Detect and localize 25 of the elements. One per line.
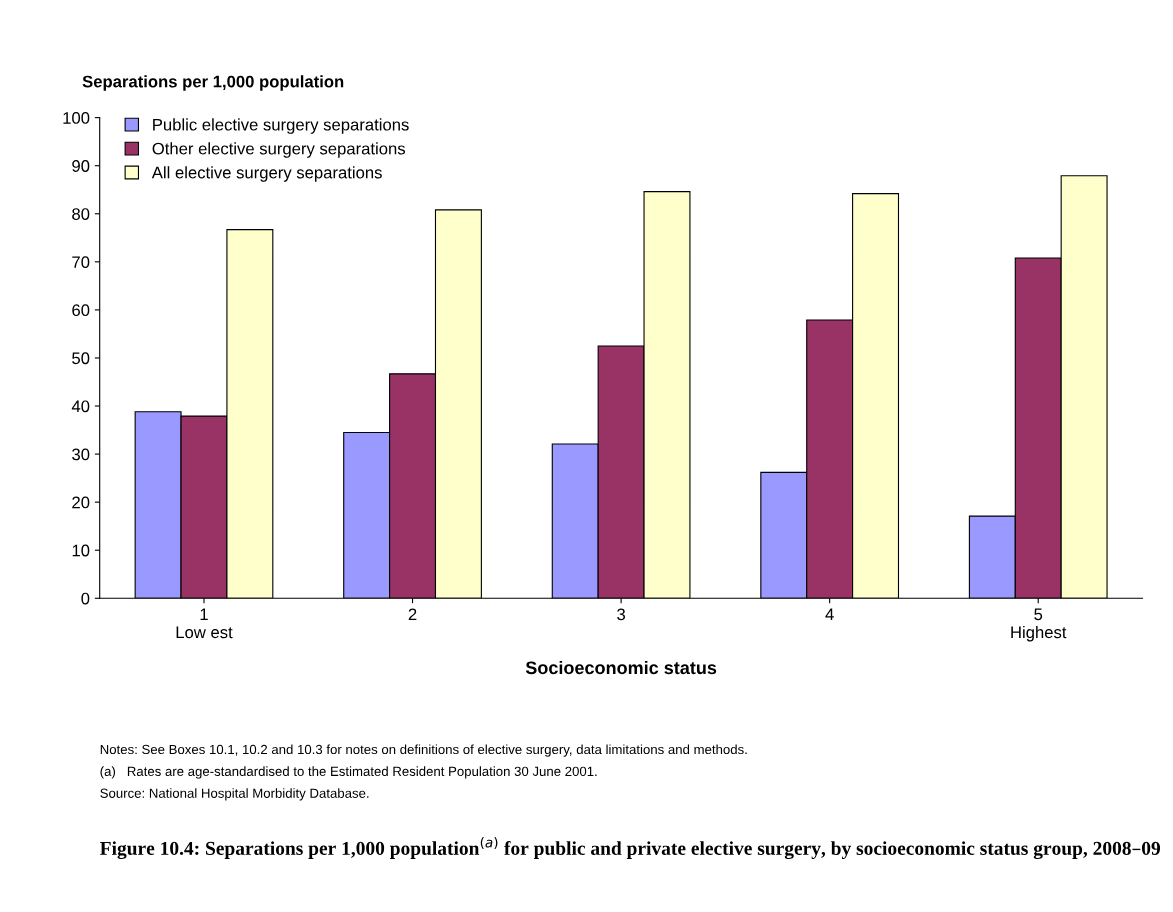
text: Figure 10.4: Separations per 1,000 population$^{(a)}$ for public and private elective surgery, by socioeconomic status group, 2008–09 <box>100 836 1160 860</box>
x-tick-label: 2 <box>408 608 417 621</box>
y-tick-label: 70 <box>72 256 90 269</box>
y-tick-label: 30 <box>72 448 90 461</box>
legend-label: Other elective surgery separations <box>152 142 406 158</box>
text: Notes: See Boxes 10.1, 10.2 and 10.3 for notes on definitions of elective surgery, data limitations and methods. <box>100 744 747 757</box>
legend-label: All elective surgery separations <box>151 166 382 182</box>
y-tick-label: 60 <box>72 304 90 317</box>
x-tick-label: 3 <box>617 608 626 621</box>
x-tick-label: 1 Low est <box>176 608 233 639</box>
y-axis-title: Separations per 1,000 population <box>82 75 344 91</box>
text: (a) Rates are age-standardised to the Estimated Resident Population 30 June 2001. <box>100 766 597 779</box>
x-axis-title: Socioeconomic status <box>525 660 717 675</box>
y-tick-label: 20 <box>72 496 90 509</box>
x-tick-label: 5 Highest <box>1011 608 1067 642</box>
y-tick-label: 90 <box>72 160 90 172</box>
y-tick-label: 100 <box>63 112 90 124</box>
y-tick-label: 0 <box>81 592 90 605</box>
legend-label: Public elective surgery separations <box>153 118 409 134</box>
x-tick-label: 4 <box>825 608 834 621</box>
y-tick-label: 40 <box>71 400 90 413</box>
y-tick-label: 50 <box>72 352 90 365</box>
y-tick-label: 10 <box>72 544 90 557</box>
y-tick-label: 80 <box>72 208 90 220</box>
source-note: Source: National Hospital Morbidity Database. <box>100 788 369 801</box>
